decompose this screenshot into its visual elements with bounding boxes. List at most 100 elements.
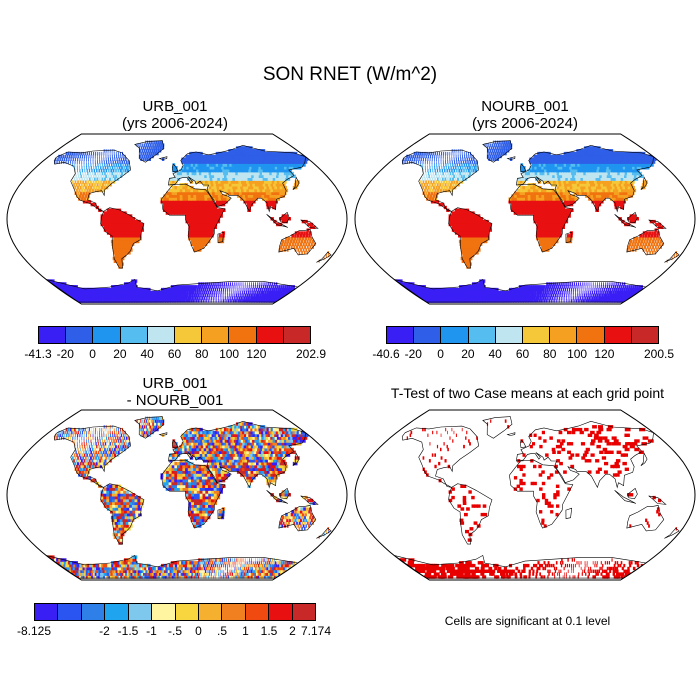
map-outline [6, 409, 348, 581]
colorbar-label: 40 [140, 347, 154, 361]
colorbar-label: 120 [594, 347, 615, 361]
coastline-africa [161, 183, 226, 253]
panel-diff-title: URB_001 - NOURB_001 [75, 375, 275, 409]
panel-diff-title-line2: - NOURB_001 [126, 392, 224, 409]
colorbar-label: -8.125 [16, 624, 52, 638]
panel-ttest-title: T-Test of two Case means at each grid po… [390, 385, 665, 401]
colorbar-box [523, 327, 551, 343]
colorbar-box [152, 604, 176, 620]
colorbar-label: -1 [146, 624, 157, 638]
coastline-africa [509, 459, 574, 529]
coastline-japan [292, 176, 300, 190]
coastline-iceland [158, 156, 168, 160]
coastline-newguinea [300, 219, 319, 229]
colorbar-boxes [386, 326, 659, 344]
colorbar-box [93, 327, 121, 343]
map-field [46, 416, 330, 579]
colorbar-label: -.5 [167, 624, 183, 638]
significance-note: Cells are significant at 0.1 level [444, 614, 611, 628]
colorbar-box [81, 604, 106, 620]
colorbar-label: 1 [242, 624, 249, 638]
colorbar-label: 2 [289, 624, 296, 638]
coastline-nz [664, 527, 680, 539]
coastline-eurasia [515, 420, 654, 489]
coastline-indonesia [266, 490, 289, 504]
coastline-africa [509, 183, 574, 253]
colorbar-box [550, 327, 578, 343]
colorbar-box [66, 327, 94, 343]
colorbar-label: -20 [404, 347, 422, 361]
coastline-nz [316, 527, 332, 539]
coastline-samerica [100, 483, 145, 545]
coastline-uk [519, 439, 527, 449]
coastline-indonesia [266, 214, 289, 228]
colorbar-box [269, 604, 293, 620]
colorbar-boxes [38, 326, 311, 344]
colorbar-label: 0 [195, 624, 202, 638]
colorbar-box [414, 327, 442, 343]
map-field [46, 140, 330, 303]
map-outline [354, 133, 696, 305]
colorbar-box [283, 327, 311, 343]
coastline-borneo [627, 487, 638, 500]
panel-nourb-title-line2: (yrs 2006-2024) [472, 115, 578, 132]
colorbar-label: 0 [89, 347, 96, 361]
colorbar-box [58, 604, 82, 620]
coastline-japan [640, 176, 648, 190]
colorbar-label: 60 [167, 347, 182, 361]
colorbar-box [577, 327, 605, 343]
coastline-japan [640, 452, 648, 466]
colorbar-label: 1.5 [260, 624, 278, 638]
coastline-iceland [158, 432, 168, 436]
colorbar-label: 80 [543, 347, 557, 361]
colorbar-label: 60 [515, 347, 530, 361]
coastline-newguinea [648, 495, 667, 505]
colorbar-box [222, 604, 246, 620]
colorbar-label: 40 [488, 347, 502, 361]
map-field [394, 140, 678, 303]
colorbar-label: 100 [219, 347, 240, 361]
coastline-greenland [134, 416, 165, 439]
coastline-borneo [279, 487, 290, 500]
colorbar-label: -20 [56, 347, 74, 361]
coastline-greenland [134, 140, 165, 163]
colorbar-box [120, 327, 148, 343]
colorbar-label: 20 [461, 347, 475, 361]
colorbar-box [229, 327, 257, 343]
map-outline [6, 133, 348, 305]
colorbar-box [147, 327, 176, 343]
colorbar-label: .5 [216, 624, 228, 638]
colorbar-box [198, 604, 223, 620]
colorbar-box [105, 604, 129, 620]
coastline-greenland [482, 416, 513, 439]
coastline-samerica [448, 483, 493, 545]
coastline-newguinea [648, 219, 667, 229]
panel-urb-title-line2: (yrs 2006-2024) [122, 115, 228, 132]
colorbar-label: -1.5 [117, 624, 139, 638]
colorbar-box [175, 604, 199, 620]
panel-nourb-title: NOURB_001 (yrs 2006-2024) [425, 98, 625, 132]
coastline-borneo [627, 211, 638, 224]
coastline-madagascar [217, 507, 225, 519]
coastline-indonesia [614, 214, 637, 228]
colorbar-urb: -41.3 -20 0 20 40 60 80 100 120 202.9 [24, 326, 326, 366]
colorbar-label: -2 [99, 624, 110, 638]
colorbar-label: 7.174 [300, 624, 332, 638]
coastline-namerica [53, 425, 132, 488]
coastline-eurasia [167, 144, 306, 213]
colorbar-box [468, 327, 496, 343]
panel-urb-title: URB_001 (yrs 2006-2024) [75, 98, 275, 132]
colorbar-label: 200.5 [643, 347, 675, 361]
map-diff [6, 409, 348, 581]
coastline-eurasia [167, 420, 306, 489]
colorbar-box [441, 327, 469, 343]
colorbar-box [128, 604, 153, 620]
coastline-borneo [279, 211, 290, 224]
colorbar-box [387, 327, 415, 343]
coastline-madagascar [565, 231, 573, 243]
coastline-uk [519, 163, 527, 173]
colorbar-nourb: -40.6 -20 0 20 40 60 80 100 120 200.5 [372, 326, 674, 366]
coastline-namerica [401, 425, 480, 488]
map-urb [6, 133, 348, 305]
